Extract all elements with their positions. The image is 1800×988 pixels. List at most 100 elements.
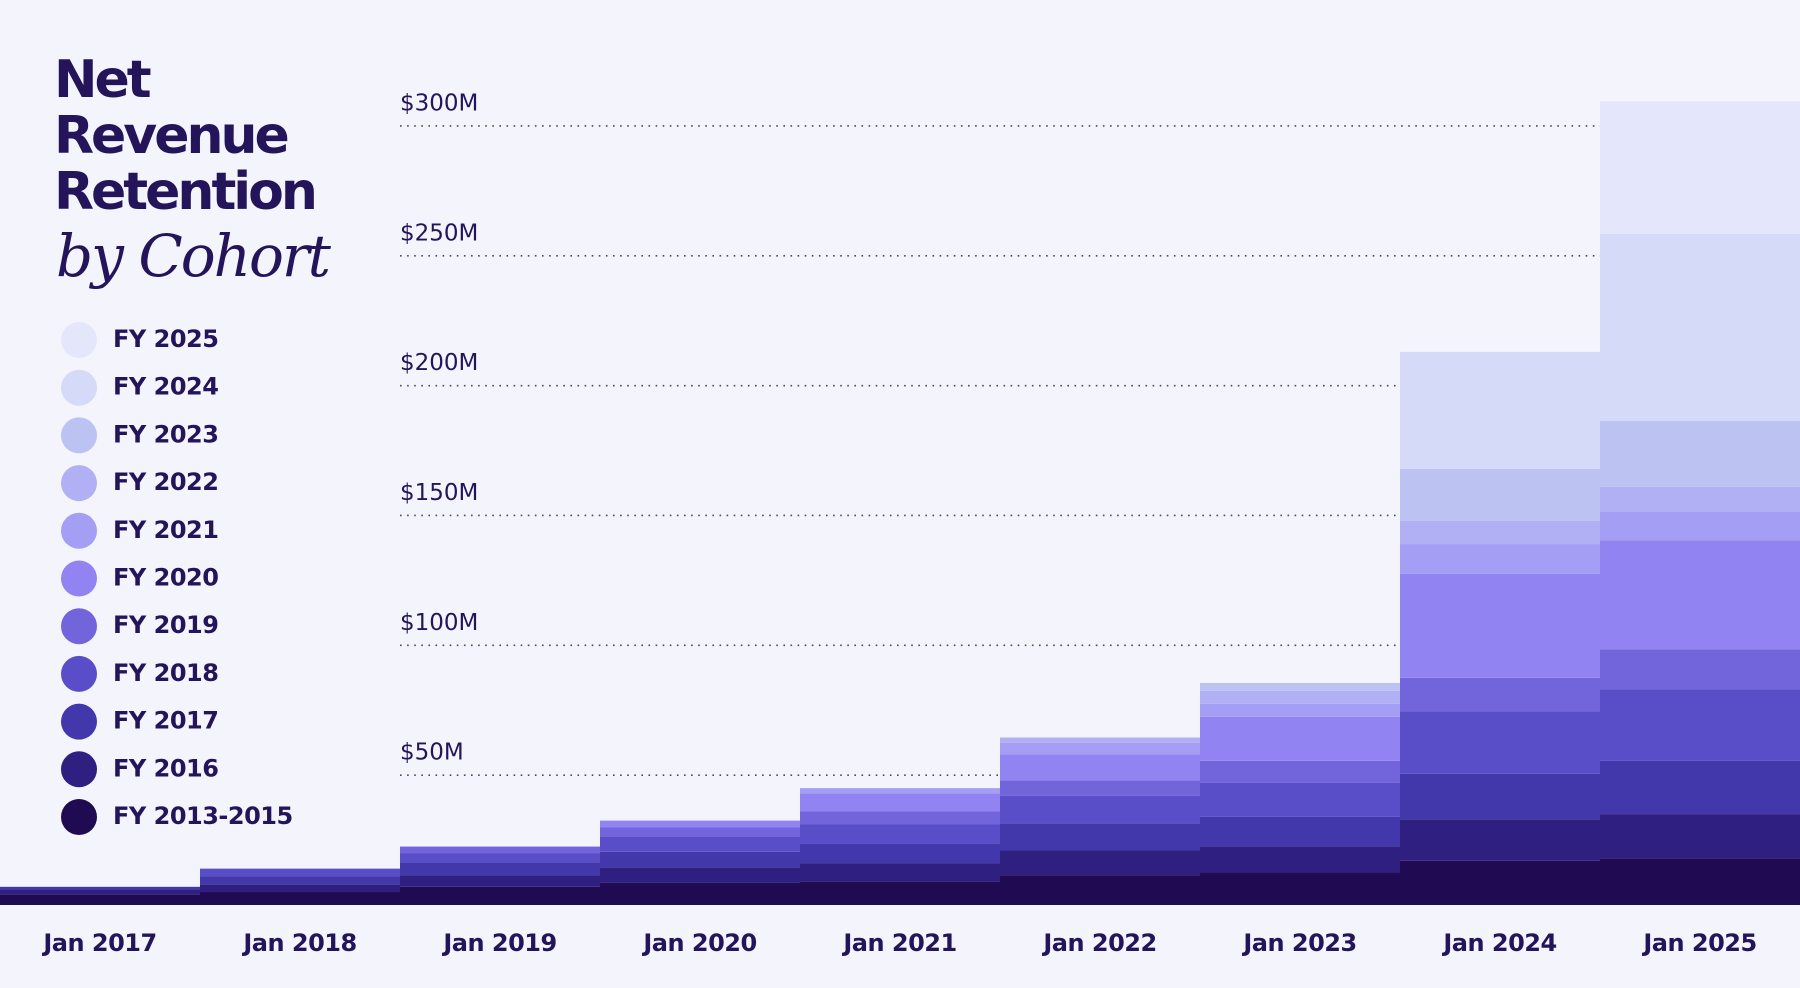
bar-segment [1600,858,1800,905]
y-tick-label: $300M [400,90,478,116]
legend-swatch [61,608,97,645]
legend-label: FY 2021 [113,516,218,544]
bar-segment [1000,850,1200,876]
chart-subtitle: by Cohort [56,222,331,290]
legend-label: FY 2023 [113,420,218,448]
y-tick-label: $200M [400,350,478,376]
bar-segment [0,886,200,890]
y-tick-label: $100M [400,610,478,636]
bar-segment [400,853,600,863]
chart-title: Net Revenue Retention [54,50,318,222]
legend-swatch [61,465,97,502]
bar-segment [1000,875,1200,905]
y-tick-label: $50M [400,740,464,766]
x-tick-label: Jan 2021 [841,929,956,957]
legend-label: FY 2017 [113,707,218,735]
x-tick-label: Jan 2024 [1441,929,1556,957]
bar-segment [1600,101,1800,234]
bar-segment [1600,689,1800,761]
bar-segment [600,867,800,883]
bar-segment [600,882,800,905]
bar-segment [0,889,200,895]
bar-segment [1200,816,1400,847]
bar-segment [1600,511,1800,541]
x-tick-label: Jan 2022 [1041,929,1156,957]
bar-segment [1200,716,1400,761]
bar-segment [1600,420,1800,487]
bar-segment [800,863,1000,882]
bar-segment [1000,780,1200,796]
legend-label: FY 2020 [113,564,218,592]
legend-swatch [61,560,97,597]
legend-swatch [61,703,97,740]
bar-segment [400,846,600,854]
bar-segment [1200,872,1400,905]
bar-segment [800,843,1000,864]
bar-segment [400,886,600,905]
legend-label: FY 2025 [113,325,218,353]
bar-segment [600,836,800,852]
y-tick-label: $250M [400,220,478,246]
legend-swatch [61,322,97,358]
bar-segment [600,851,800,868]
bar-segment [1000,737,1200,743]
bar-segment [800,793,1000,812]
bar-segment [1200,690,1400,704]
x-tick-label: Jan 2020 [641,929,756,957]
x-tick-label: Jan 2025 [1641,929,1756,957]
legend-label: FY 2024 [113,373,218,401]
y-tick-label: $150M [400,480,478,506]
legend-swatch [61,369,97,406]
bar-segment [1600,649,1800,690]
bar-segment [1600,814,1800,859]
bar-segment [1200,846,1400,873]
bar-segment [800,881,1000,905]
legend-label: FY 2019 [113,611,218,639]
bar-segment [1400,544,1600,574]
legend-label: FY 2018 [113,659,218,687]
legend-label: FY 2016 [113,754,218,782]
bar-segment [400,875,600,887]
bar-segment [1400,520,1600,545]
bar-segment [1600,233,1800,421]
bar-segment [1200,782,1400,817]
bar-segment [1400,773,1600,820]
bar-segment [1400,573,1600,678]
bar-segment [600,827,800,837]
bar-segment [1000,754,1200,781]
legend-label: FY 2013-2015 [113,802,293,830]
bar-segment [1200,682,1400,691]
bar-segment [1000,823,1200,851]
bar-segment [1400,860,1600,905]
bar-segment [800,811,1000,825]
bar-segment [200,868,400,877]
legend-swatch [61,799,97,835]
bar-segment [1600,540,1800,650]
legend-label: FY 2022 [113,468,218,496]
bar-segment [1600,486,1800,512]
bar-segment [800,788,1000,794]
bar-segment [600,820,800,828]
bar-segment [1400,468,1600,521]
x-tick-label: Jan 2017 [41,929,156,957]
bar-segment [200,884,400,893]
bar-segment [800,824,1000,844]
bar-segment [0,894,200,905]
x-tick-label: Jan 2018 [241,929,356,957]
x-tick-label: Jan 2023 [1241,929,1356,957]
bar-segment [1000,742,1200,755]
legend-swatch [61,417,97,454]
bar-segment [1200,703,1400,717]
bar-segment [1000,795,1200,824]
legend-swatch [61,655,97,692]
bar-segment [1600,760,1800,815]
bar-segment [1400,351,1600,469]
x-tick-label: Jan 2019 [441,929,556,957]
legend-swatch [61,751,97,788]
bar-segment [1400,819,1600,861]
bar-segment [1400,711,1600,774]
bar-segment [400,862,600,876]
bar-segment [1400,677,1600,712]
